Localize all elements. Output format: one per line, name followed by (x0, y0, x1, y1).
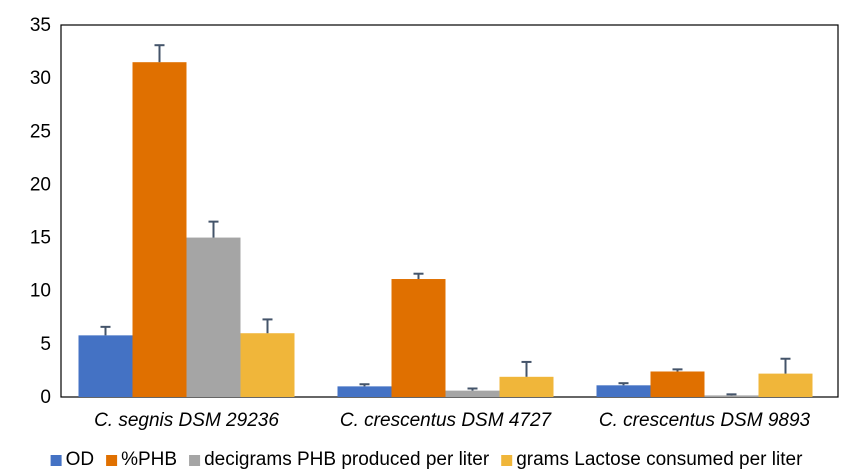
legend-item: OD (50, 449, 95, 470)
legend-item: grams Lactose consumed per liter (501, 449, 803, 470)
bar (186, 237, 241, 397)
legend-label: grams Lactose consumed per liter (516, 449, 803, 470)
legend-swatch (501, 455, 513, 466)
error-bars (100, 44, 791, 396)
bar (499, 376, 554, 397)
y-tick-label: 0 (40, 387, 51, 408)
y-tick-label: 10 (30, 281, 51, 302)
legend-item: decigrams PHB produced per liter (189, 449, 490, 470)
bars (78, 62, 813, 397)
bar (78, 335, 133, 397)
legend: OD %PHB decigrams PHB produced per liter gr… (50, 449, 803, 470)
bar (391, 279, 446, 397)
bar (704, 395, 759, 397)
bar (240, 333, 295, 397)
y-tick-label: 30 (30, 68, 51, 89)
legend-swatch (50, 455, 62, 466)
x-category-label: C. crescentus DSM 4727 (340, 410, 553, 431)
legend-item: %PHB (106, 449, 177, 470)
bar (650, 371, 705, 397)
y-tick-label: 25 (30, 121, 51, 142)
bar (758, 373, 813, 397)
legend-label: decigrams PHB produced per liter (204, 449, 490, 470)
x-category-label: C. crescentus DSM 9893 (599, 410, 811, 431)
y-tick-label: 15 (30, 228, 51, 249)
y-axis-ticks: 0 5 10 15 20 25 30 35 (30, 15, 51, 408)
y-tick-label: 5 (40, 334, 51, 355)
x-axis-category-labels: C. segnis DSM 29236 C. crescentus DSM 472… (94, 410, 810, 431)
bar (445, 390, 500, 397)
bar (596, 385, 651, 397)
legend-label: OD (66, 449, 95, 470)
legend-label: %PHB (121, 449, 177, 470)
bar (337, 386, 392, 397)
bar (132, 62, 187, 397)
legend-swatch (189, 455, 201, 466)
y-tick-label: 20 (30, 174, 51, 195)
x-category-label: C. segnis DSM 29236 (94, 410, 279, 431)
legend-swatch (106, 455, 118, 466)
y-tick-label: 35 (30, 15, 51, 36)
